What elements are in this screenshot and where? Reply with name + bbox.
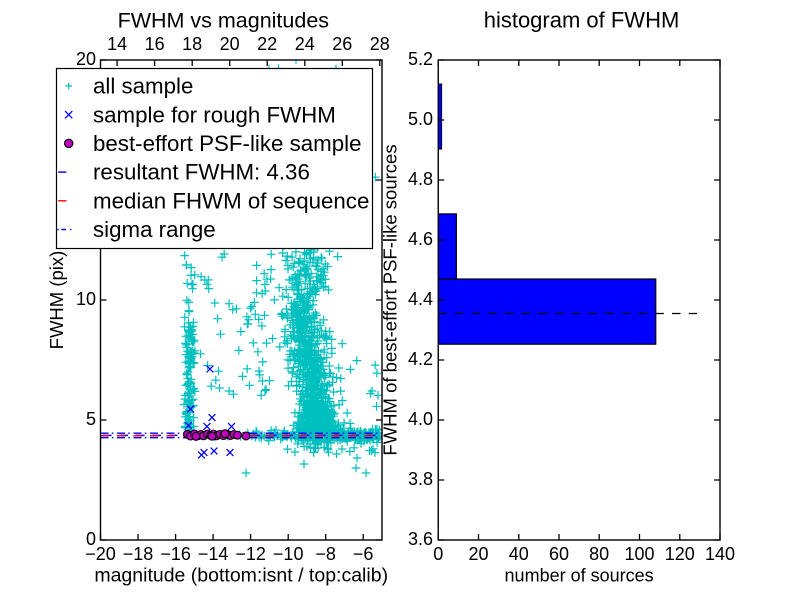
svg-text:−16: −16	[160, 544, 191, 564]
svg-text:3.6: 3.6	[408, 529, 433, 549]
svg-text:18: 18	[182, 34, 202, 54]
svg-text:median FHWM of sequence: median FHWM of sequence	[93, 188, 369, 213]
svg-text:120: 120	[665, 544, 695, 564]
svg-text:4.6: 4.6	[408, 229, 433, 249]
svg-text:−12: −12	[235, 544, 266, 564]
svg-text:number of sources: number of sources	[505, 566, 654, 586]
svg-text:−10: −10	[273, 544, 304, 564]
svg-text:magnitude (bottom:isnt / top:c: magnitude (bottom:isnt / top:calib)	[94, 565, 388, 587]
svg-text:−8: −8	[315, 544, 336, 564]
svg-text:20: 20	[76, 49, 96, 69]
svg-text:−18: −18	[123, 544, 154, 564]
svg-text:100: 100	[624, 544, 654, 564]
svg-text:140: 140	[705, 544, 735, 564]
svg-text:4.2: 4.2	[408, 349, 433, 369]
svg-text:5: 5	[86, 409, 96, 429]
svg-text:−20: −20	[85, 544, 116, 564]
svg-text:histogram of FWHM: histogram of FWHM	[484, 8, 680, 33]
svg-text:22: 22	[257, 34, 277, 54]
svg-text:10: 10	[76, 289, 96, 309]
svg-text:40: 40	[509, 544, 529, 564]
svg-text:all sample: all sample	[93, 74, 193, 99]
svg-text:5.2: 5.2	[408, 49, 433, 69]
svg-text:3.8: 3.8	[408, 469, 433, 489]
svg-text:4.8: 4.8	[408, 169, 433, 189]
svg-text:26: 26	[332, 34, 352, 54]
svg-text:4.4: 4.4	[408, 289, 433, 309]
svg-text:4.0: 4.0	[408, 409, 433, 429]
svg-text:28: 28	[370, 34, 390, 54]
svg-text:0: 0	[86, 529, 96, 549]
svg-text:sigma range: sigma range	[93, 217, 216, 242]
svg-text:resultant FWHM: 4.36: resultant FWHM: 4.36	[93, 160, 310, 185]
svg-text:FWHM vs magnitudes: FWHM vs magnitudes	[118, 9, 329, 33]
svg-text:0: 0	[433, 544, 443, 564]
svg-text:best-effort PSF-like sample: best-effort PSF-like sample	[93, 131, 362, 156]
svg-text:−6: −6	[353, 544, 374, 564]
svg-text:−14: −14	[198, 544, 229, 564]
svg-text:80: 80	[589, 544, 609, 564]
svg-text:20: 20	[220, 34, 240, 54]
svg-text:FWHM (pix): FWHM (pix)	[46, 251, 67, 350]
svg-text:14: 14	[107, 34, 127, 54]
svg-text:sample for rough FWHM: sample for rough FWHM	[93, 102, 336, 127]
svg-text:20: 20	[468, 544, 488, 564]
svg-text:60: 60	[549, 544, 569, 564]
svg-text:FWHM of best-effort PSF-like s: FWHM of best-effort PSF-like sources	[380, 144, 401, 455]
svg-text:16: 16	[145, 34, 165, 54]
svg-text:5.0: 5.0	[408, 109, 433, 129]
svg-text:24: 24	[295, 34, 315, 54]
